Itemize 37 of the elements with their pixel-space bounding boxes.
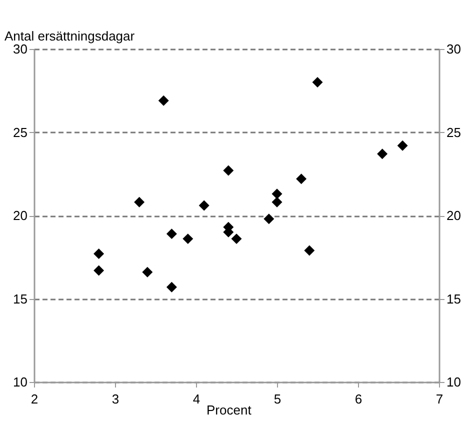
point [94, 248, 104, 260]
y-tick-label: 30 [13, 42, 28, 56]
y2-tick-label: 20 [446, 208, 461, 223]
x-tick-label: 6 [354, 392, 362, 406]
x-tick-label: 3 [112, 392, 120, 406]
x-tick-label: 2 [30, 392, 38, 406]
point [223, 165, 234, 176]
y-axis-title: Antal ersättningsdagar [4, 28, 136, 44]
point [134, 196, 145, 208]
point [377, 148, 388, 160]
x-axis-title: Procent [206, 402, 252, 418]
y-tick-label: 10 [13, 374, 28, 390]
y-tick-label: 20 [13, 208, 28, 223]
point [166, 282, 177, 292]
point [296, 174, 307, 184]
y-tick-label: 25 [13, 124, 28, 140]
point [272, 188, 282, 200]
point [397, 140, 408, 151]
x-tick-label: 5 [274, 392, 282, 406]
y2-tick-label: 30 [446, 42, 461, 56]
point [142, 266, 153, 278]
point [182, 234, 194, 244]
point [166, 228, 177, 240]
point [198, 200, 210, 211]
point [264, 214, 274, 224]
y2-tick-label: 10 [446, 374, 461, 390]
point [304, 245, 315, 256]
point [272, 196, 282, 208]
x-tick-label: 4 [192, 392, 200, 406]
y2-tick-label: 25 [446, 124, 461, 140]
point [158, 95, 169, 106]
y2-tick-label: 15 [446, 291, 461, 306]
x-tick-label: 7 [436, 392, 444, 406]
y-tick-label: 15 [13, 291, 28, 306]
point [231, 234, 242, 244]
point [94, 265, 104, 276]
point [312, 77, 323, 88]
